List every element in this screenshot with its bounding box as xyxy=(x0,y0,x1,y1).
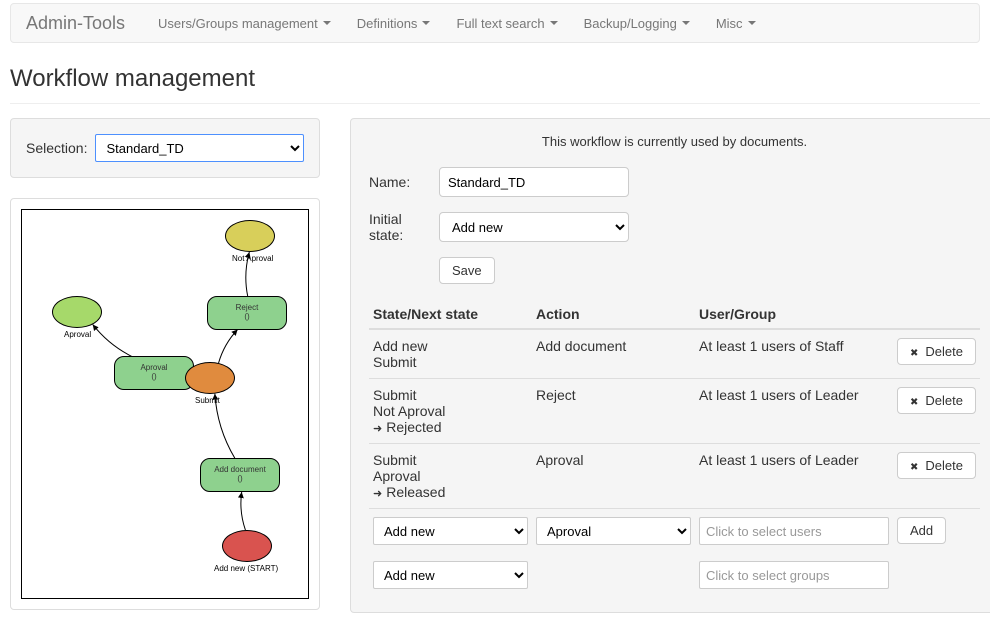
diagram-ellipse xyxy=(185,362,235,394)
table-row: Add new Submit Add document At least 1 u… xyxy=(369,329,980,379)
add-groups-input[interactable] xyxy=(699,561,889,589)
caret-icon xyxy=(323,21,331,25)
table-row: Submit Aproval Released Aproval At least… xyxy=(369,444,980,509)
delete-button[interactable]: Delete xyxy=(897,338,976,365)
diagram-label: Add new (START) xyxy=(214,564,278,573)
diagram-edge xyxy=(241,492,246,530)
nav-label: Users/Groups management xyxy=(158,16,318,31)
state-from: Add new xyxy=(373,338,528,354)
nav-label: Definitions xyxy=(357,16,418,31)
add-row-2: Add new xyxy=(369,553,980,597)
selection-label: Selection: xyxy=(26,140,87,156)
divider xyxy=(10,103,980,104)
caret-icon xyxy=(748,21,756,25)
th-state: State/Next state xyxy=(369,300,532,329)
left-column: Selection: Standard_TD Not Aproval Aprova… xyxy=(10,118,320,610)
table-row: Submit Not Aproval Rejected Reject At le… xyxy=(369,379,980,444)
diagram-action-box: Reject() xyxy=(207,296,287,330)
diagram-ellipse xyxy=(52,296,102,328)
main-layout: Selection: Standard_TD Not Aproval Aprova… xyxy=(0,118,990,633)
outcome: Rejected xyxy=(373,419,528,435)
nav-label: Full text search xyxy=(456,16,544,31)
name-label: Name: xyxy=(369,174,439,190)
caret-icon xyxy=(550,21,558,25)
close-icon xyxy=(910,458,921,473)
states-table: State/Next state Action User/Group Add n… xyxy=(369,300,980,597)
add-nextstate-select[interactable]: Add new xyxy=(373,561,528,589)
nav-definitions[interactable]: Definitions xyxy=(344,16,444,31)
diagram-action-box: Add document() xyxy=(200,458,280,492)
diagram-ellipse xyxy=(222,530,272,562)
add-action-select[interactable]: Aproval xyxy=(536,517,691,545)
selection-select[interactable]: Standard_TD xyxy=(95,134,304,162)
diagram-edge xyxy=(219,330,238,363)
th-ops xyxy=(893,300,980,329)
delete-button[interactable]: Delete xyxy=(897,452,976,479)
initial-state-label: Initial state: xyxy=(369,211,439,243)
diagram-label: Not Aproval xyxy=(232,254,273,263)
right-column: This workflow is currently used by docum… xyxy=(350,118,990,613)
diagram-ellipse xyxy=(225,220,275,252)
diagram-panel: Not Aproval Aproval Add new (START) Reject(… xyxy=(10,198,320,610)
action-cell: Aproval xyxy=(532,444,695,509)
selection-panel: Selection: Standard_TD xyxy=(10,118,320,178)
action-cell: Add document xyxy=(532,329,695,379)
add-row-1: Add new Aproval Add xyxy=(369,509,980,554)
diagram-action-box: Aproval() xyxy=(114,356,194,390)
name-input[interactable] xyxy=(439,167,629,197)
user-cell: At least 1 users of Staff xyxy=(695,329,893,379)
save-button[interactable]: Save xyxy=(439,257,495,284)
th-user: User/Group xyxy=(695,300,893,329)
nav-misc[interactable]: Misc xyxy=(703,16,769,31)
info-line: This workflow is currently used by docum… xyxy=(369,134,980,149)
navbar-brand[interactable]: Admin-Tools xyxy=(26,13,145,34)
th-action: Action xyxy=(532,300,695,329)
workflow-diagram: Not Aproval Aproval Add new (START) Reject(… xyxy=(21,209,309,599)
state-to: Not Aproval xyxy=(373,403,528,419)
outcome: Released xyxy=(373,484,528,500)
diagram-label: Submit xyxy=(195,396,220,405)
caret-icon xyxy=(422,21,430,25)
state-to: Aproval xyxy=(373,468,528,484)
state-from: Submit xyxy=(373,387,528,403)
diagram-edge xyxy=(93,324,135,358)
user-cell: At least 1 users of Leader xyxy=(695,444,893,509)
delete-button[interactable]: Delete xyxy=(897,387,976,414)
details-panel: This workflow is currently used by docum… xyxy=(350,118,990,613)
state-from: Submit xyxy=(373,452,528,468)
user-cell: At least 1 users of Leader xyxy=(695,379,893,444)
nav-fulltext[interactable]: Full text search xyxy=(443,16,570,31)
action-cell: Reject xyxy=(532,379,695,444)
page-title: Workflow management xyxy=(10,65,980,93)
nav-label: Backup/Logging xyxy=(584,16,677,31)
nav-label: Misc xyxy=(716,16,743,31)
nav-backup[interactable]: Backup/Logging xyxy=(571,16,703,31)
navbar: Admin-Tools Users/Groups management Defi… xyxy=(10,3,980,43)
nav-users-groups[interactable]: Users/Groups management xyxy=(145,16,344,31)
initial-state-select[interactable]: Add new xyxy=(439,212,629,242)
state-to: Submit xyxy=(373,354,528,370)
caret-icon xyxy=(682,21,690,25)
diagram-label: Aproval xyxy=(64,330,91,339)
add-state-select[interactable]: Add new xyxy=(373,517,528,545)
add-users-input[interactable] xyxy=(699,517,889,545)
close-icon xyxy=(910,344,921,359)
add-button[interactable]: Add xyxy=(897,517,946,544)
close-icon xyxy=(910,393,921,408)
